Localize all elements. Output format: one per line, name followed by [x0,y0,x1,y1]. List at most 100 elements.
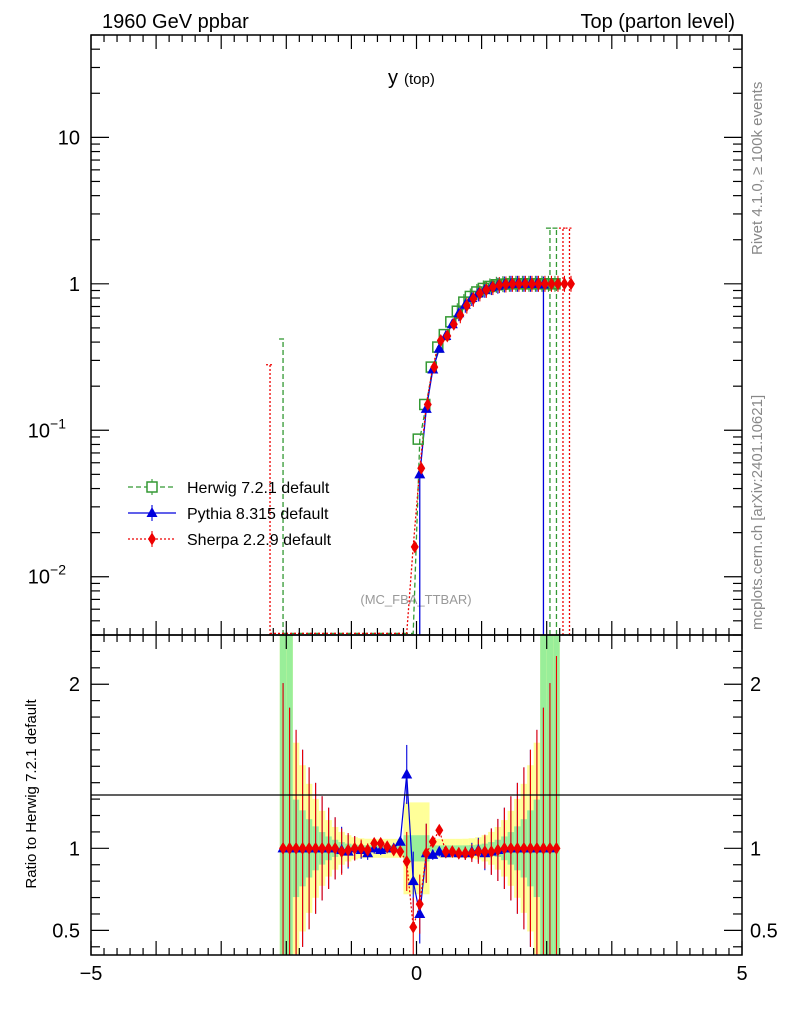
legend-label: Sherpa 2.2.9 default [187,532,332,549]
ratio-point [513,841,522,855]
ratio-point [318,841,327,855]
ratio-point [344,843,353,857]
ratio-y-tick-label: 2 [69,674,80,696]
ratio-point [394,835,406,846]
series-line [419,283,544,475]
ratio-point [383,840,392,854]
header-right: Top (parton level) [580,11,735,33]
data-point [475,286,484,300]
ratio-point [331,841,340,855]
main-markers [410,277,575,554]
data-point [547,277,556,291]
ratio-point [441,845,450,859]
data-point [469,292,478,306]
ratio-point [480,845,489,859]
data-point [501,277,510,291]
ratio-point [448,845,457,859]
x-tick-label: 5 [736,963,747,985]
data-point [527,277,536,291]
data-point [495,278,504,292]
ratio-point [433,845,445,856]
y-tick-label: 10 [58,127,80,149]
ratio-point [506,841,515,855]
ratio-point [487,845,496,859]
ratio-band-inner [429,845,437,852]
data-point [553,277,562,291]
header-left: 1960 GeV ppbar [102,11,249,33]
ratio-point [279,841,288,855]
ratio-point [493,843,502,857]
ratio-point [337,845,346,859]
ratio-point [350,841,359,855]
ratio-point [467,846,476,860]
chart-title-main: y [388,67,398,89]
chart-title: y (top) [388,67,435,89]
ratio-point [427,848,439,859]
data-point [534,277,543,291]
data-point [433,342,445,353]
legend-label: Pythia 8.315 default [187,506,329,523]
ratio-point [357,841,366,855]
data-point [423,397,432,411]
ratio-point [363,843,372,857]
ratio-point [285,841,294,855]
ratio-band-inner [409,835,417,862]
ratio-y-tick-label-right: 2 [750,674,761,696]
ratio-point [407,875,419,886]
ratio-point [552,841,561,855]
ratio-point [545,841,554,855]
axis-ticks [90,34,743,955]
ratio-point [401,768,413,779]
ratio-point [454,846,463,860]
data-point [514,277,523,291]
ratio-point [376,836,385,850]
chart-title-sub: (top) [404,71,435,88]
data-point [482,283,491,297]
analysis-label: (MC_FBA_TTBAR) [360,592,471,607]
data-point [560,277,569,291]
data-point [521,277,530,291]
ratio-point [311,841,320,855]
ratio-point [435,823,444,837]
legend-label: Herwig 7.2.1 default [187,480,330,497]
ratio-point [396,845,405,859]
ratio-band-inner [416,835,424,862]
data-point [508,277,517,291]
data-point [540,277,549,291]
ratio-point [526,841,535,855]
data-point [566,277,575,291]
ratio-markers [277,768,561,934]
ratio-point [532,841,541,855]
data-point [436,334,445,348]
ratio-point [461,846,470,860]
data-point [488,280,497,294]
data-point [414,468,426,479]
data-point [443,329,452,343]
data-point [456,308,465,322]
legend-marker [148,532,156,546]
ratio-point [422,846,431,860]
ratio-point [539,841,548,855]
ratio-point [298,841,307,855]
main-series-lines [270,283,570,635]
ratio-y-tick-label-right: 0.5 [750,920,778,942]
ratio-ylabel: Ratio to Herwig 7.2.1 default [23,699,40,889]
ratio-point [519,841,528,855]
ratio-point [402,854,411,868]
y-tick-label: 1 [69,274,80,296]
ratio-point [370,836,379,850]
axis-tick-labels: −5 0 5 10 1 10−1 10−2 2 2 1 1 0.5 0.5 [28,127,778,985]
ratio-point [428,835,437,849]
data-point [410,540,419,554]
y-tick-label: 10−1 [28,415,66,442]
data-point [430,360,439,374]
data-point [449,317,458,331]
legend: Herwig 7.2.1 default Pythia 8.315 default… [128,479,332,549]
legend-marker [146,481,158,493]
ratio-point [324,841,333,855]
x-tick-label: −5 [80,963,103,985]
mcplots-label: mcplots.cern.ch [arXiv:2401.10621] [749,395,766,630]
data-point [417,461,426,475]
ratio-point [305,841,314,855]
